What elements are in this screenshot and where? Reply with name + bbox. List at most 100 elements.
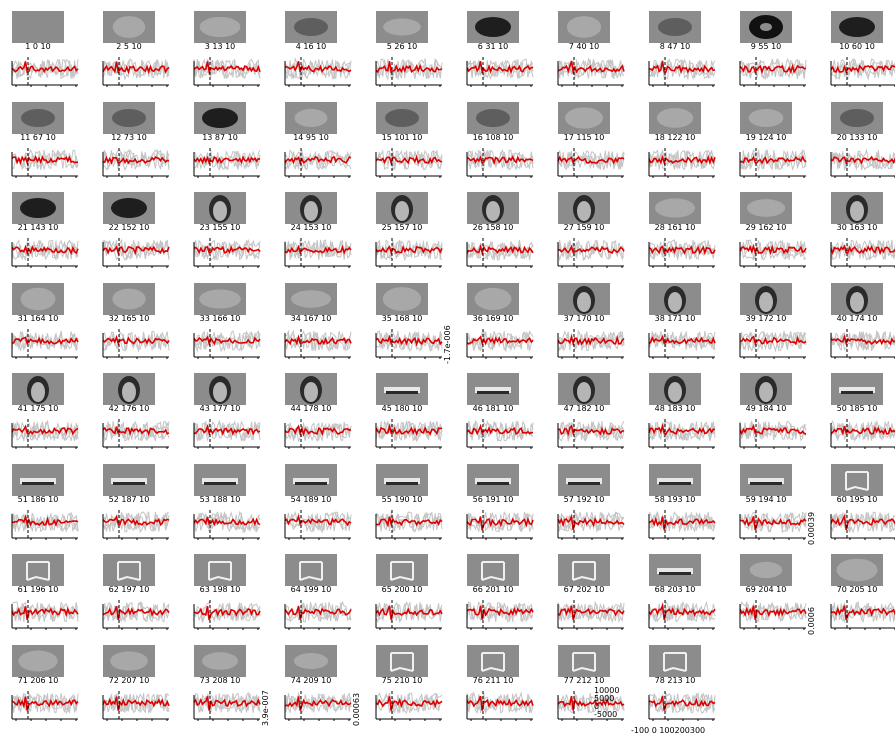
trial-trace <box>830 329 895 351</box>
stimulus-label: 72 207 10 <box>108 675 150 685</box>
stimulus-panel: 2 5 10 <box>91 8 176 96</box>
mean-response-line <box>284 333 352 346</box>
stimulus-thumbnail-icon <box>103 463 155 496</box>
mean-response-line <box>375 334 443 347</box>
mean-response-line <box>830 244 895 256</box>
stimulus-thumbnail-icon <box>285 192 337 224</box>
trial-trace <box>466 241 534 261</box>
response-trace <box>648 600 716 630</box>
stimulus-label: 19 124 10 <box>745 132 787 142</box>
stimulus-thumbnail <box>285 192 337 224</box>
response-trace <box>11 57 79 87</box>
stimulus-thumbnail <box>103 463 155 496</box>
stimulus-thumbnail-icon <box>740 101 792 134</box>
mean-response-line <box>102 514 170 526</box>
trial-trace <box>102 421 170 443</box>
mean-response-line <box>102 155 170 165</box>
stimulus-thumbnail-icon <box>467 373 519 405</box>
response-trace <box>830 147 895 178</box>
mean-response-line <box>830 333 895 346</box>
stimulus-label: 9 55 10 <box>750 42 782 51</box>
stimulus-thumbnail-icon <box>12 554 64 586</box>
stimulus-label: 7 40 10 <box>568 42 600 51</box>
stimulus-thumbnail <box>649 101 701 134</box>
stimulus-thumbnail <box>12 192 64 224</box>
y-scale-label: 0.00063 <box>352 692 361 726</box>
mean-response-line <box>739 63 807 75</box>
stimulus-panel: 44 178 10 <box>273 370 358 458</box>
stimulus-thumbnail <box>285 11 337 43</box>
stimulus-panel: 17 115 10 <box>546 99 631 187</box>
trial-trace <box>739 331 807 352</box>
stimulus-panel: 26 158 10 <box>455 189 540 277</box>
response-trace <box>11 147 79 178</box>
stimulus-label: 40 174 10 <box>836 313 878 323</box>
stimulus-panel: 78 213 10 -100 0 100200300 <box>631 642 722 735</box>
stimulus-panel: 49 184 10 <box>728 370 813 458</box>
stimulus-thumbnail <box>467 463 519 496</box>
stimulus-thumbnail-icon <box>285 373 337 405</box>
response-trace <box>648 238 716 268</box>
stimulus-panel: 18 122 10 <box>637 99 722 187</box>
trial-trace <box>193 602 261 624</box>
stimulus-label: 29 162 10 <box>745 223 787 232</box>
stimulus-thumbnail <box>740 282 792 315</box>
stimulus-panel: 14 95 10 <box>273 99 358 187</box>
stimulus-label: 68 203 10 <box>654 585 696 594</box>
stimulus-label: 43 177 10 <box>199 404 241 413</box>
stimulus-label: 1 0 10 <box>25 42 51 51</box>
stimulus-thumbnail-icon <box>831 11 883 43</box>
trial-trace <box>466 600 534 623</box>
trial-trace <box>648 692 716 713</box>
mean-response-line <box>375 695 443 711</box>
mean-response-line <box>284 513 352 526</box>
y-tick-label: 5000 <box>594 693 615 703</box>
response-trace <box>102 600 170 630</box>
mean-response-line <box>375 423 443 437</box>
stimulus-thumbnail <box>194 192 246 224</box>
stimulus-thumbnail-icon <box>558 282 610 315</box>
stimulus-thumbnail <box>285 282 337 315</box>
stimulus-thumbnail-icon <box>467 463 519 496</box>
stimulus-thumbnail-icon <box>194 644 246 677</box>
mean-response-line <box>11 513 79 527</box>
stimulus-label: 34 167 10 <box>290 313 332 323</box>
mean-response-line <box>830 425 895 436</box>
trial-trace <box>284 59 352 80</box>
stimulus-panel: 50 185 10 <box>819 370 895 458</box>
stimulus-thumbnail-icon <box>831 463 883 496</box>
stimulus-thumbnail <box>558 554 610 586</box>
response-trace <box>557 147 625 178</box>
stimulus-thumbnail-icon <box>649 644 701 677</box>
stimulus-panel: 6 31 10 <box>455 8 540 96</box>
stimulus-panel: 59 194 10 0.00039 <box>728 461 816 549</box>
trial-trace <box>375 59 443 81</box>
stimulus-thumbnail <box>740 192 792 224</box>
mean-response-line <box>11 695 79 711</box>
response-trace <box>284 509 352 540</box>
mean-response-line <box>466 154 534 165</box>
response-trace <box>375 328 443 359</box>
stimulus-label: 66 201 10 <box>472 585 514 594</box>
stimulus-panel: 68 203 10 <box>637 551 722 639</box>
stimulus-thumbnail <box>12 373 64 405</box>
trial-trace <box>648 421 716 442</box>
response-trace <box>193 147 261 178</box>
response-trace <box>557 238 625 268</box>
stimulus-panel: 28 161 10 <box>637 189 722 277</box>
response-trace <box>375 147 443 178</box>
response-trace <box>466 690 534 721</box>
response-trace <box>466 328 534 359</box>
mean-response-line <box>375 61 443 74</box>
mean-response-line <box>739 154 807 165</box>
stimulus-thumbnail <box>12 644 64 677</box>
mean-response-line <box>557 695 625 711</box>
stimulus-thumbnail <box>194 101 246 134</box>
stimulus-thumbnail-icon <box>558 554 610 586</box>
stimulus-panel: 43 177 10 <box>182 370 267 458</box>
stimulus-label: 27 159 10 <box>563 223 605 232</box>
mean-response-line <box>648 60 716 74</box>
stimulus-thumbnail-icon <box>103 11 155 43</box>
stimulus-label: 28 161 10 <box>654 223 696 232</box>
stimulus-label: 61 196 10 <box>17 585 59 594</box>
